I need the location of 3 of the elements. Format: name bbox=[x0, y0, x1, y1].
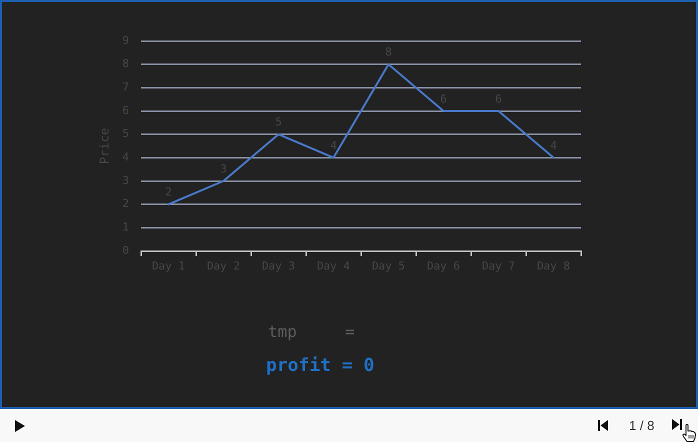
text: 1 / 8 bbox=[629, 418, 654, 433]
text: tmp = bbox=[268, 322, 355, 341]
text: profit = 0 bbox=[266, 355, 374, 376]
